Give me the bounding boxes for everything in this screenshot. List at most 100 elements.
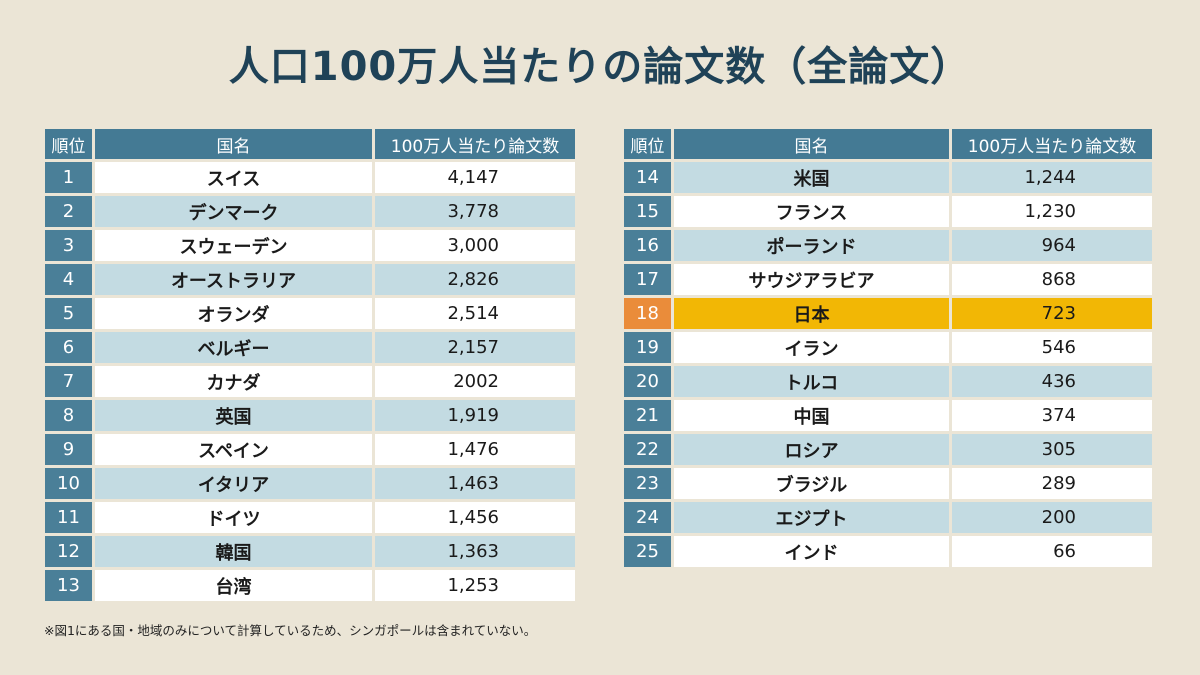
rank-cell: 21: [624, 400, 671, 431]
value-cell: 546: [952, 332, 1152, 363]
rank-cell: 12: [45, 536, 92, 567]
value-cell: 305: [952, 434, 1152, 465]
value-cell: 1,363: [375, 536, 575, 567]
value-cell: 3,778: [375, 196, 575, 227]
value-cell: 964: [952, 230, 1152, 261]
table-row: 2 デンマーク 3,778: [45, 196, 575, 227]
table-header-row: 順位 国名 100万人当たり論文数: [624, 129, 1152, 159]
value-cell: 436: [952, 366, 1152, 397]
value-cell: 1,253: [375, 570, 575, 601]
table-row: 22 ロシア 305: [624, 434, 1152, 465]
table-row: 16 ポーランド 964: [624, 230, 1152, 261]
country-cell: オランダ: [95, 298, 372, 329]
rank-cell: 13: [45, 570, 92, 601]
page-title: 人口100万人当たりの論文数（全論文）: [228, 44, 972, 90]
country-cell: トルコ: [674, 366, 949, 397]
table-row: 1 スイス 4,147: [45, 162, 575, 193]
header-value: 100万人当たり論文数: [375, 129, 575, 159]
header-country: 国名: [674, 129, 949, 159]
rank-cell: 25: [624, 536, 671, 567]
rank-cell: 22: [624, 434, 671, 465]
value-cell: 1,476: [375, 434, 575, 465]
rank-cell: 11: [45, 502, 92, 533]
country-cell: 日本: [674, 298, 949, 329]
country-cell: 韓国: [95, 536, 372, 567]
table-row: 21 中国 374: [624, 400, 1152, 431]
rank-cell: 15: [624, 196, 671, 227]
header-rank: 順位: [624, 129, 671, 159]
ranking-table-right: 順位 国名 100万人当たり論文数 14 米国 1,244 15 フランス 1,230 16…: [621, 126, 1155, 570]
value-cell: 2,826: [375, 264, 575, 295]
table-row: 18 日本 723: [624, 298, 1152, 329]
table-header-row: 順位 国名 100万人当たり論文数: [45, 129, 575, 159]
value-cell: 1,463: [375, 468, 575, 499]
value-cell: 2,157: [375, 332, 575, 363]
rank-cell: 17: [624, 264, 671, 295]
rank-cell: 3: [45, 230, 92, 261]
value-cell: 1,456: [375, 502, 575, 533]
table-row: 4 オーストラリア 2,826: [45, 264, 575, 295]
value-cell: 868: [952, 264, 1152, 295]
table-row: 17 サウジアラビア 868: [624, 264, 1152, 295]
country-cell: 中国: [674, 400, 949, 431]
table-row: 19 イラン 546: [624, 332, 1152, 363]
table-row: 8 英国 1,919: [45, 400, 575, 431]
rank-cell: 5: [45, 298, 92, 329]
rank-cell: 16: [624, 230, 671, 261]
value-cell: 1,230: [952, 196, 1152, 227]
table-row: 14 米国 1,244: [624, 162, 1152, 193]
table-body-left: 1 スイス 4,147 2 デンマーク 3,778 3 スウェーデン 3,000 4 オーストラリア…: [45, 162, 575, 601]
country-cell: 台湾: [95, 570, 372, 601]
rank-cell: 18: [624, 298, 671, 329]
rank-cell: 2: [45, 196, 92, 227]
country-cell: 米国: [674, 162, 949, 193]
rank-cell: 10: [45, 468, 92, 499]
table-row: 10 イタリア 1,463: [45, 468, 575, 499]
rank-cell: 9: [45, 434, 92, 465]
country-cell: インド: [674, 536, 949, 567]
country-cell: サウジアラビア: [674, 264, 949, 295]
table-row: 6 ベルギー 2,157: [45, 332, 575, 363]
country-cell: スイス: [95, 162, 372, 193]
country-cell: スウェーデン: [95, 230, 372, 261]
country-cell: デンマーク: [95, 196, 372, 227]
value-cell: 374: [952, 400, 1152, 431]
value-cell: 723: [952, 298, 1152, 329]
table-row: 20 トルコ 436: [624, 366, 1152, 397]
ranking-table-left: 順位 国名 100万人当たり論文数 1 スイス 4,147 2 デンマーク 3,778 3 ス…: [42, 126, 578, 604]
table-row: 5 オランダ 2,514: [45, 298, 575, 329]
value-cell: 2002: [375, 366, 575, 397]
country-cell: イタリア: [95, 468, 372, 499]
country-cell: フランス: [674, 196, 949, 227]
country-cell: ポーランド: [674, 230, 949, 261]
rank-cell: 24: [624, 502, 671, 533]
header-value: 100万人当たり論文数: [952, 129, 1152, 159]
rank-cell: 6: [45, 332, 92, 363]
rank-cell: 1: [45, 162, 92, 193]
header-country: 国名: [95, 129, 372, 159]
footnote: ※図1にある国・地域のみについて計算しているため、シンガポールは含まれていない。: [44, 623, 537, 638]
country-cell: エジプト: [674, 502, 949, 533]
table-row: 11 ドイツ 1,456: [45, 502, 575, 533]
country-cell: ベルギー: [95, 332, 372, 363]
table-row: 25 インド 66: [624, 536, 1152, 567]
value-cell: 1,919: [375, 400, 575, 431]
rank-cell: 14: [624, 162, 671, 193]
value-cell: 1,244: [952, 162, 1152, 193]
country-cell: 英国: [95, 400, 372, 431]
table-row: 13 台湾 1,253: [45, 570, 575, 601]
table-row: 3 スウェーデン 3,000: [45, 230, 575, 261]
value-cell: 4,147: [375, 162, 575, 193]
country-cell: イラン: [674, 332, 949, 363]
value-cell: 200: [952, 502, 1152, 533]
value-cell: 3,000: [375, 230, 575, 261]
country-cell: ブラジル: [674, 468, 949, 499]
rank-cell: 23: [624, 468, 671, 499]
country-cell: スペイン: [95, 434, 372, 465]
country-cell: カナダ: [95, 366, 372, 397]
table-row: 12 韓国 1,363: [45, 536, 575, 567]
table-row: 9 スペイン 1,476: [45, 434, 575, 465]
value-cell: 289: [952, 468, 1152, 499]
table-row: 24 エジプト 200: [624, 502, 1152, 533]
rank-cell: 4: [45, 264, 92, 295]
